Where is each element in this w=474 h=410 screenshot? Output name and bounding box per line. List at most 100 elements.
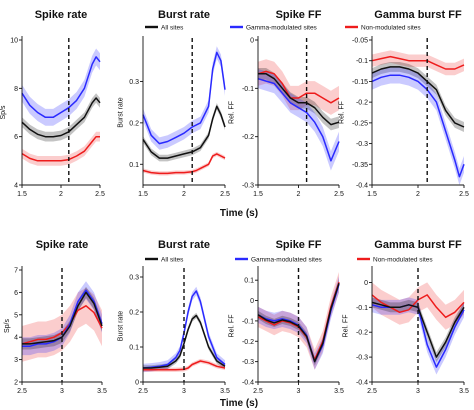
panel-title: Burst rate [158,9,210,21]
panel-top-spike-ff: Spike FF 1.5 2 2.5 -0.3 -0.2 -0.1 0 Rel. FF Gamma… [228,9,344,198]
y-axis-label: Sp/s [0,105,7,120]
x-tick-label: 2.5 [459,191,469,198]
x-tick-label: 3.5 [459,388,469,395]
series-band-gamma [258,276,339,370]
x-tick-label: 2 [59,191,63,198]
y-tick-label: -0.3 [356,141,368,148]
y-tick-label: 0.3 [129,275,139,282]
x-tick-label: 2.5 [138,388,148,395]
panel-bottom-spike-rate: Spike rate 2.5 3 3.5 2 3 4 5 6 7 Sp/s [4,239,107,395]
series-band-all [372,297,464,363]
y-tick-label: 7 [14,268,18,275]
y-tick-label: 3 [14,357,18,364]
x-tick-label: 2 [297,191,301,198]
y-tick-label: -0.2 [242,339,254,346]
legend-label-gamma: Gamma-modulated sites [251,256,323,263]
series-line-all [371,66,465,128]
panel-top-spike-rate: Spike rate 1.5 2 2.5 4 6 8 10 Sp/s [0,9,105,198]
y-tick-label: -0.2 [242,134,254,141]
y-tick-label: 0 [250,298,254,305]
y-tick-label: 0.3 [129,79,139,86]
y-tick-label: 0.2 [129,310,139,317]
plot-area [21,48,101,166]
y-tick-label: -0.2 [356,100,368,107]
x-tick-label: 3.5 [334,388,344,395]
panel-top-gamma-burst-ff: Gamma burst FF 1.5 2 2.5 -0.05 -0.1 -0.15 -0.2 -… [339,9,469,198]
y-axis-label: Burst rate [117,311,124,341]
x-tick-label: 1.5 [17,191,27,198]
x-tick-label: 3 [182,388,186,395]
y-tick-label: 4 [14,183,18,190]
y-tick-label: -0.15 [352,79,368,86]
x-tick-label: 2.5 [253,388,263,395]
y-tick-label: -0.3 [356,355,368,362]
y-tick-label: 0.1 [129,345,139,352]
plot-area [142,46,226,176]
y-tick-label: 0 [250,38,254,45]
series-band-gamma [22,48,100,126]
x-tick-label: 1.5 [253,191,263,198]
plot-area [257,59,340,171]
x-tick-label: 2.5 [17,388,27,395]
y-tick-label: 0 [364,280,368,287]
y-tick-label: -0.25 [352,120,368,127]
y-tick-label: -0.4 [356,380,368,387]
panel-title: Spike FF [276,239,322,251]
y-tick-label: -0.1 [242,318,254,325]
panel-top-burst-rate: Burst rate 1.5 2 2.5 0.1 0.2 0.3 Burst rate All … [117,9,230,198]
x-tick-label: 2.5 [334,191,344,198]
x-tick-label: 2.5 [220,191,230,198]
y-tick-label: -0.4 [242,380,254,387]
panel-title: Spike rate [36,239,89,251]
x-tick-label: 3 [60,388,64,395]
series-line-all [21,97,101,138]
panel-bottom-gamma-burst-ff: Gamma burst FF 2.5 3 3.5 -0.4 -0.3 -0.2 -0.1 0 Re… [342,239,469,395]
series-band-non [22,131,100,166]
y-tick-label: -0.1 [356,58,368,65]
legend-label-gamma: Gamma-modulated sites [246,24,318,31]
series-band-all [258,279,339,366]
y-tick-label: 0.1 [129,162,139,169]
series-band-all [22,286,102,350]
y-tick-label: -0.35 [352,162,368,169]
plot-area [371,50,465,185]
series-line-gamma [142,290,226,369]
x-tick-label: 3.5 [220,388,230,395]
x-tick-label: 2 [416,191,420,198]
y-tick-label: 5 [14,312,18,319]
panel-title: Burst rate [158,239,210,251]
panel-title: Spike rate [35,9,88,21]
series-line-gamma [142,51,226,145]
panel-title: Gamma burst FF [374,239,462,251]
legend-label-non: Non-modulated sites [373,256,433,263]
y-tick-label: -0.2 [356,330,368,337]
legend-label-non: Non-modulated sites [361,24,421,31]
series-band-gamma [372,297,464,375]
panel-title: Gamma burst FF [374,9,462,21]
x-tick-label: 3 [297,388,301,395]
y-axis-label: Burst rate [117,97,124,127]
panel-title: Spike FF [276,9,322,21]
x-tick-label: 3.5 [97,388,107,395]
legend-label-all: All sites [161,256,184,263]
x-tick-label: 2 [182,191,186,198]
series-band-non [258,59,339,115]
series-band-gamma [258,69,339,171]
series-line-non [143,360,226,371]
series-line-gamma [21,56,101,119]
y-tick-label: 8 [14,86,18,93]
y-tick-label: -0.3 [242,359,254,366]
series-band-gamma [143,46,225,150]
y-axis-label: Rel. FF [342,315,349,338]
x-axis-label-top: Time (s) [220,208,258,219]
y-tick-label: 4 [14,335,18,342]
x-tick-label: 1.5 [138,191,148,198]
series-line-gamma [371,74,465,178]
x-tick-label: 2.5 [95,191,105,198]
y-tick-label: 6 [14,134,18,141]
series-line-all [143,314,226,369]
y-tick-label: 2 [14,380,18,387]
series-band-non [372,50,464,76]
